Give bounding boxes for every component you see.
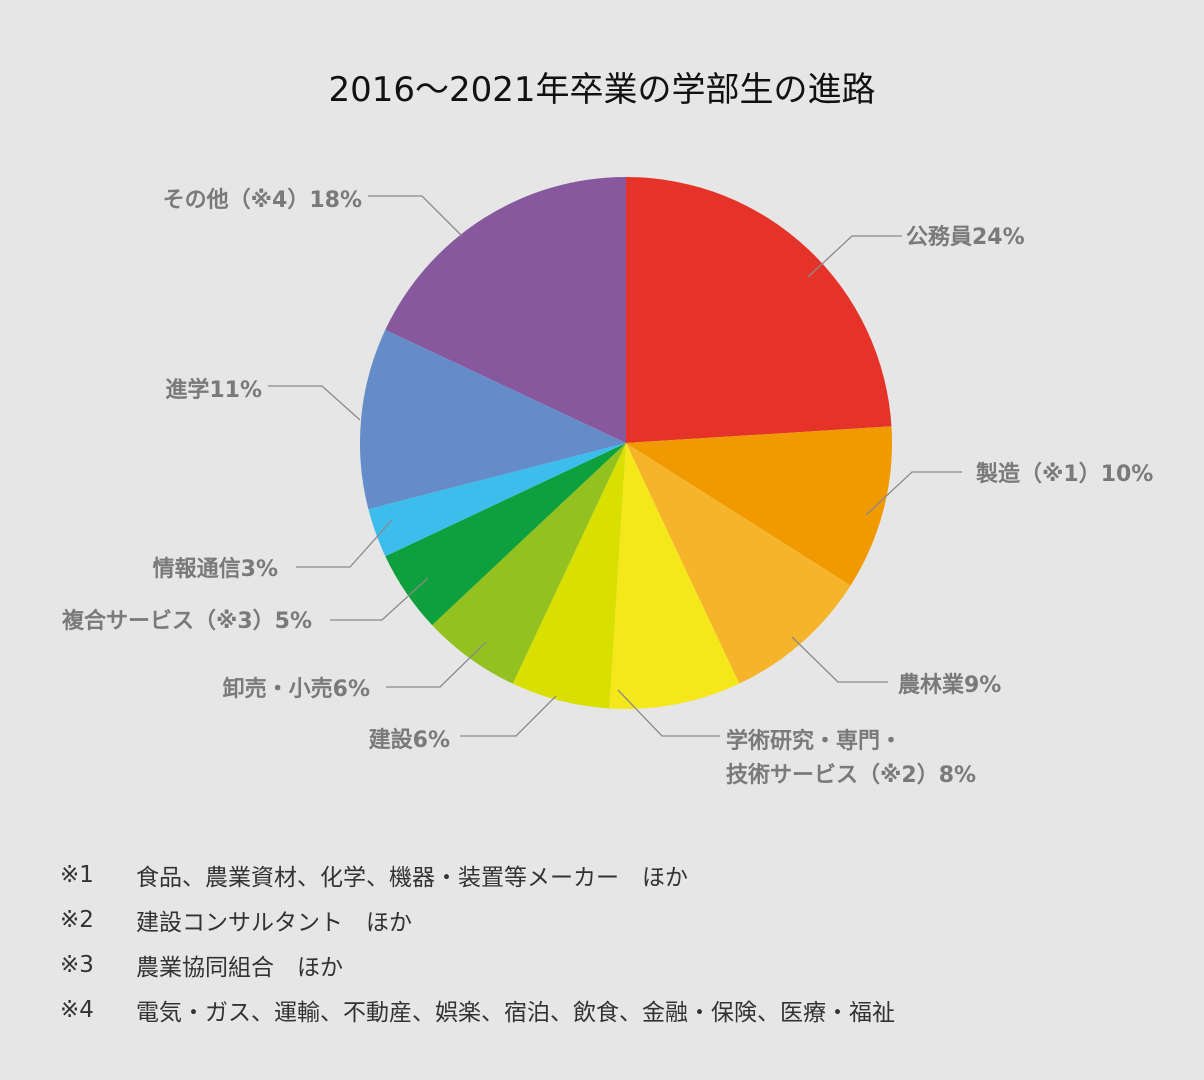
footnote-text: 農業協同組合 ほか [136, 954, 343, 981]
slice-label: 進学11% [165, 377, 262, 403]
slice-label: 農林業9% [898, 673, 1001, 698]
pie-slice [385, 177, 626, 443]
slice-labels: 公務員24% 製造（※1）10% 農林業9% 学術研究・専門・技術サービス（※2）8%… [62, 188, 1153, 788]
leader-line [865, 471, 962, 516]
leader-line [617, 689, 720, 737]
leader-line [807, 235, 902, 278]
pie-slice [512, 443, 626, 709]
pie-chart: 2016〜2021年卒業の学部生の進路 公務員24% 製造（※1）10% 農林業9%… [62, 70, 1153, 788]
footnote-row: ※4 電気・ガス、運輸、不動産、娯楽、宿泊、飲食、金融・保険、医療・福祉 [60, 987, 895, 1032]
footnotes: ※1 食品、農業資材、化学、機器・装置等メーカー ほか ※2 建設コンサルタント ほか… [60, 852, 895, 1032]
slice-label: 複合サービス（※3）5% [62, 608, 312, 634]
slice-label: 学術研究・専門・技術サービス（※2）8% [726, 728, 976, 788]
slice-label: 卸売・小売6% [223, 676, 370, 702]
pie-slices [360, 177, 892, 709]
footnote-mark: ※1 [60, 861, 94, 888]
footnote-row: ※3 農業協同組合 ほか [60, 942, 895, 987]
slice-label: 建設6% [369, 727, 450, 753]
pie-slice [626, 177, 892, 443]
pie-slice [626, 426, 892, 586]
leader-line [296, 519, 393, 568]
leader-line [368, 195, 463, 237]
pie-slice [609, 443, 740, 709]
leader-line [791, 636, 888, 683]
footnote-text: 食品、農業資材、化学、機器・装置等メーカー ほか [136, 864, 688, 891]
leader-line [460, 695, 557, 737]
chart-title: 2016〜2021年卒業の学部生の進路 [328, 70, 875, 110]
leader-line [330, 577, 429, 621]
leader-line [386, 641, 487, 688]
footnote-text: 建設コンサルタント ほか [136, 909, 412, 936]
pie-slice [360, 329, 626, 510]
footnote-mark: ※2 [60, 906, 94, 933]
pie-slice [432, 443, 626, 684]
pie-slice [368, 443, 626, 557]
pie-slice [626, 443, 851, 684]
footnote-text: 電気・ガス、運輸、不動産、娯楽、宿泊、飲食、金融・保険、医療・福祉 [136, 999, 895, 1026]
footnote-row: ※1 食品、農業資材、化学、機器・装置等メーカー ほか [60, 852, 895, 897]
slice-label: 情報通信3% [153, 556, 278, 582]
slice-label: その他（※4）18% [163, 188, 362, 213]
footnote-row: ※2 建設コンサルタント ほか [60, 897, 895, 942]
slice-label: 製造（※1）10% [975, 461, 1153, 487]
slice-label: 公務員24% [906, 224, 1025, 250]
pie-slice [385, 443, 626, 626]
leader-lines [268, 195, 962, 737]
footnote-mark: ※4 [60, 996, 94, 1023]
leader-line [268, 385, 361, 421]
footnote-mark: ※3 [60, 951, 94, 978]
